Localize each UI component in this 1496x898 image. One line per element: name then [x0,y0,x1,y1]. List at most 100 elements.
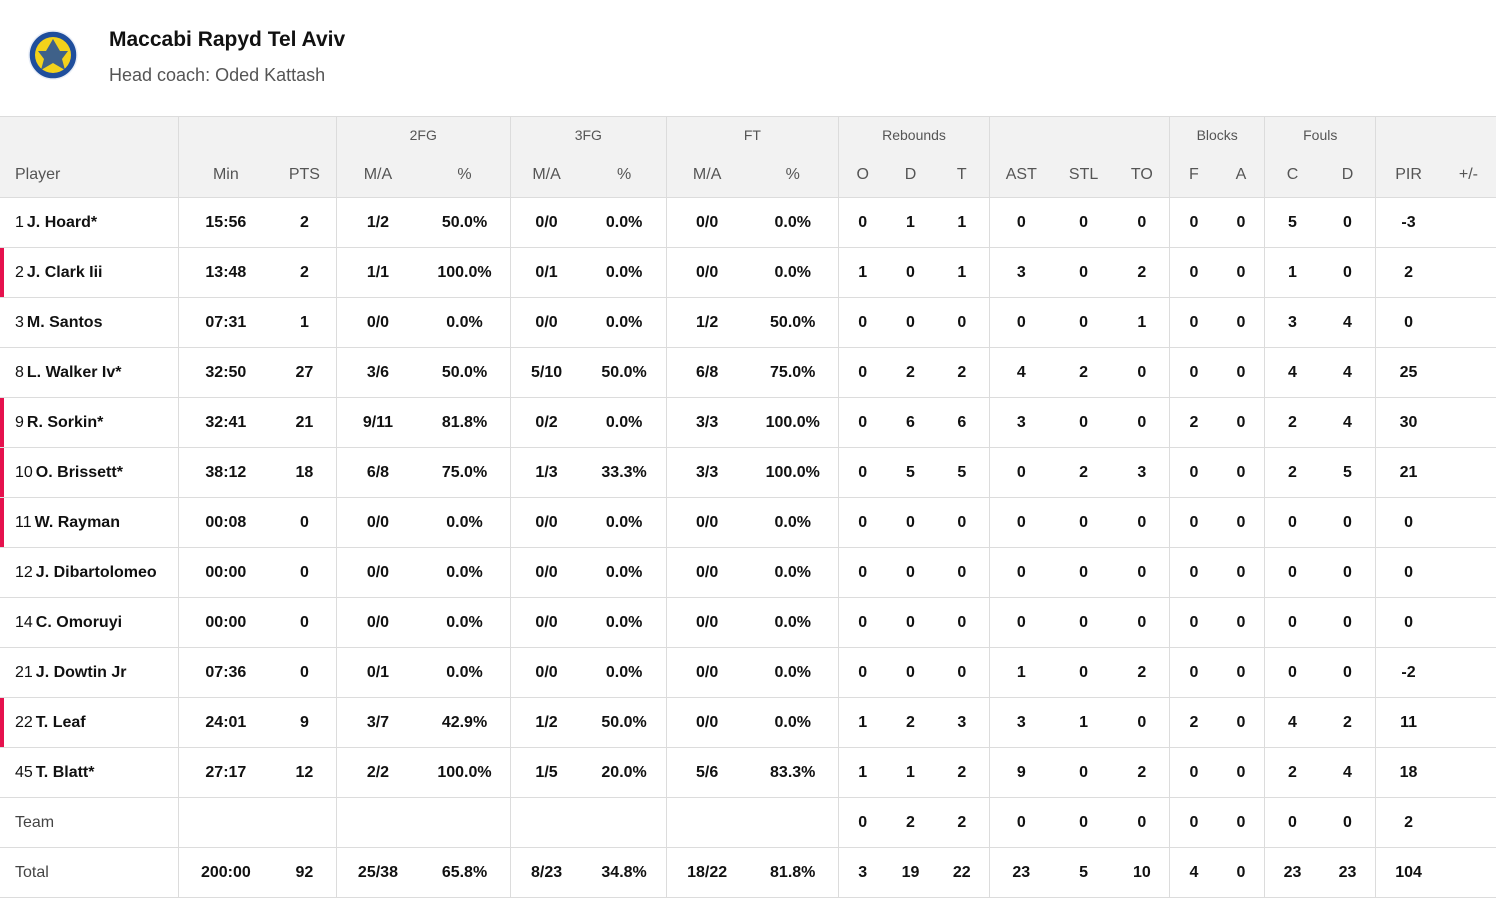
stat-reb-o: 1 [837,747,887,798]
stat-ft-ma: 3/3 [665,397,748,448]
col-ft-pct[interactable]: % [747,153,839,198]
col-reb-d[interactable]: D [886,153,935,198]
player-row: 9 R. Sorkin* 32:41 21 9/11 81.8% 0/2 0.0% 3/3 100… [0,397,1496,448]
stat-blk-f: 2 [1169,397,1218,448]
stat-stl: 0 [1052,747,1115,798]
stat-3fg-ma: 0/0 [509,597,583,648]
player-row: 11 W. Rayman 00:08 0 0/0 0.0% 0/0 0.0% 0/0 0.0% 0 0… [0,497,1496,548]
stat-reb-t: 0 [934,497,990,548]
team-row: Team 0 2 2 0 0 0 0 0 0 0 2 [0,797,1496,848]
col-pir[interactable]: PIR [1375,153,1441,198]
stat-stl: 0 [1052,797,1115,848]
col-blk-a[interactable]: A [1217,153,1265,198]
col-ft-ma[interactable]: M/A [665,153,748,198]
player-name-link[interactable]: T. Leaf [35,713,86,731]
stat-pir: 0 [1375,497,1441,548]
stat-ast: 0 [989,597,1053,648]
stat-3fg-pct: 0.0% [582,397,667,448]
stat-stl: 5 [1052,847,1115,898]
col-foul-d[interactable]: D [1319,153,1376,198]
col-player[interactable]: Player [0,153,179,198]
player-name-link[interactable]: R. Sorkin* [26,413,104,431]
player-cell: 14 C. Omoruyi [0,597,179,648]
stat-blk-a: 0 [1217,647,1265,698]
stat-reb-d: 0 [886,247,935,298]
player-name-link[interactable]: L. Walker Iv* [26,363,122,381]
stat-pts: 18 [273,447,337,498]
team-name: Maccabi Rapyd Tel Aviv [109,28,346,51]
player-name-link[interactable]: J. Clark Iii [26,263,103,281]
group-3fg: 3FG [509,117,667,153]
stat-foul-c: 4 [1264,697,1320,748]
stat-ft-ma: 0/0 [665,597,748,648]
head-coach: Head coach: Oded Kattash [109,65,326,85]
stat-2fg-ma: 1/1 [335,247,420,298]
stat-foul-c: 4 [1264,347,1320,398]
stat-pts: 9 [273,697,337,748]
group-rebounds: Rebounds [837,117,990,153]
col-reb-t[interactable]: T [934,153,990,198]
player-row: 8 L. Walker Iv* 32:50 27 3/6 50.0% 5/10 50.0% 6/… [0,347,1496,398]
player-name-link[interactable]: O. Brissett* [35,463,123,481]
col-ast[interactable]: AST [989,153,1053,198]
stat-ft-pct: 75.0% [747,347,839,398]
stat-2fg-pct: 100.0% [419,747,511,798]
stat-pir: 11 [1375,697,1441,748]
stat-foul-d: 4 [1319,397,1376,448]
player-name-link[interactable]: J. Dibartolomeo [35,563,157,581]
column-header-row: Player Min PTS M/A % M/A % M/A % O D T A… [0,153,1496,198]
stat-2fg-pct: 75.0% [419,447,511,498]
stat-blk-f: 0 [1169,647,1218,698]
stat-reb-o: 1 [837,247,887,298]
col-3fg-ma[interactable]: M/A [509,153,583,198]
player-number: 11 [15,513,32,531]
stat-blk-a: 0 [1217,247,1265,298]
stat-min: 07:31 [177,297,274,348]
stat-to: 0 [1114,497,1170,548]
stat-foul-d: 4 [1319,297,1376,348]
stat-foul-d: 0 [1319,597,1376,648]
col-min[interactable]: Min [177,153,274,198]
stat-stl: 0 [1052,397,1115,448]
player-cell: 8 L. Walker Iv* [0,347,179,398]
stat-2fg-ma: 9/11 [335,397,420,448]
stat-ast: 0 [989,797,1053,848]
stat-pts: 2 [273,197,337,248]
col-plus-minus[interactable]: +/- [1440,153,1496,198]
stat-plus-minus [1440,647,1496,698]
stat-min: 13:48 [177,247,274,298]
stat-2fg-ma: 0/0 [335,297,420,348]
stat-reb-t: 0 [934,297,990,348]
col-stl[interactable]: STL [1052,153,1115,198]
col-3fg-pct[interactable]: % [582,153,667,198]
boxscore-table: 2FG 3FG FT Rebounds Blocks Fouls Player … [0,117,1496,898]
col-to[interactable]: TO [1114,153,1170,198]
stat-reb-o: 0 [837,297,887,348]
player-name-link[interactable]: J. Dowtin Jr [35,663,127,681]
player-name-link[interactable]: J. Hoard* [26,213,98,231]
stat-pts: 0 [273,547,337,598]
stat-blk-a: 0 [1217,397,1265,448]
stat-reb-d: 1 [886,197,935,248]
player-name-link[interactable]: M. Santos [26,313,103,331]
player-name-link[interactable]: W. Rayman [34,513,120,531]
player-cell: 21 J. Dowtin Jr [0,647,179,698]
player-name-link[interactable]: C. Omoruyi [35,613,123,631]
stat-reb-o: 0 [837,497,887,548]
col-reb-o[interactable]: O [837,153,887,198]
col-2fg-ma[interactable]: M/A [335,153,420,198]
stat-to: 0 [1114,697,1170,748]
stat-blk-f: 0 [1169,547,1218,598]
stat-pir: 2 [1375,797,1441,848]
stat-ft-pct: 0.0% [747,547,839,598]
col-2fg-pct[interactable]: % [419,153,511,198]
col-foul-c[interactable]: C [1264,153,1320,198]
col-pts[interactable]: PTS [273,153,337,198]
player-name-link[interactable]: T. Blatt* [35,763,95,781]
stat-reb-t: 1 [934,247,990,298]
stat-to: 1 [1114,297,1170,348]
stat-3fg-ma: 0/0 [509,197,583,248]
stat-reb-o: 0 [837,347,887,398]
stat-2fg-pct: 100.0% [419,247,511,298]
col-blk-f[interactable]: F [1169,153,1218,198]
